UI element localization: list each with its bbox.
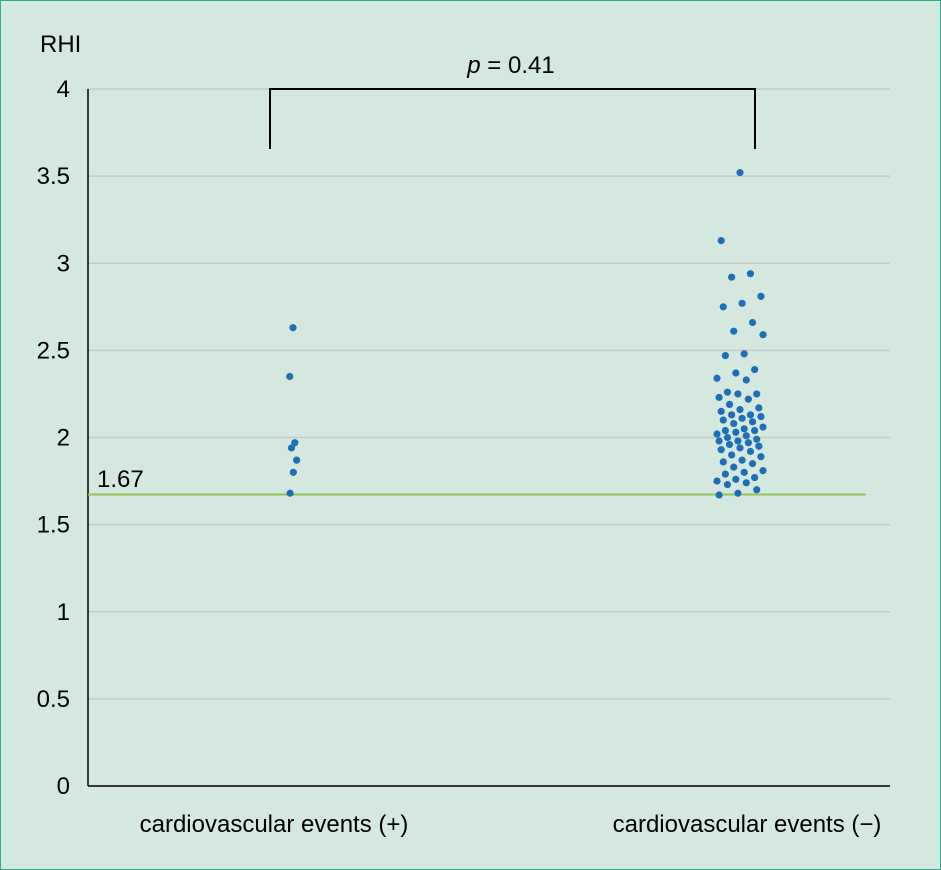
data-point xyxy=(738,299,746,307)
data-point xyxy=(713,430,721,438)
y-axis-label: RHI xyxy=(40,31,81,58)
data-point xyxy=(757,453,765,461)
data-point xyxy=(742,376,750,384)
data-point xyxy=(746,447,755,456)
data-point xyxy=(286,489,294,497)
data-point xyxy=(738,456,746,464)
data-point xyxy=(728,411,736,419)
data-point xyxy=(751,426,759,435)
data-point xyxy=(748,318,757,327)
data-point xyxy=(759,331,767,339)
data-point xyxy=(734,437,742,445)
data-point xyxy=(759,423,767,431)
data-point xyxy=(753,435,761,443)
data-point xyxy=(746,411,755,419)
data-point xyxy=(713,374,721,382)
data-point xyxy=(713,477,721,485)
data-point xyxy=(730,327,738,335)
data-point xyxy=(721,352,729,360)
data-point xyxy=(744,439,752,447)
y-tick-label: 3 xyxy=(57,250,70,277)
data-point xyxy=(748,418,757,426)
data-point xyxy=(291,439,299,447)
p-value-annotation: p = 0.41 xyxy=(466,52,554,79)
data-point xyxy=(725,400,734,408)
data-point xyxy=(742,432,750,440)
data-point xyxy=(287,444,296,452)
data-point xyxy=(717,446,725,454)
data-point xyxy=(759,467,767,475)
y-tick-label: 1.5 xyxy=(37,512,70,539)
y-tick-label: 4 xyxy=(57,76,70,103)
data-point xyxy=(723,433,732,442)
gridlines xyxy=(88,88,890,700)
data-point xyxy=(717,236,725,245)
y-tick-label: 0 xyxy=(57,773,70,800)
y-tick-label: 1 xyxy=(57,599,70,626)
y-tick-label: 2 xyxy=(57,425,70,452)
data-point xyxy=(721,470,729,478)
data-point xyxy=(719,303,727,311)
data-point xyxy=(730,463,738,471)
p-value-text: = 0.41 xyxy=(481,52,555,79)
data-point xyxy=(736,444,744,452)
data-point xyxy=(293,456,301,464)
data-point xyxy=(757,412,765,421)
data-point xyxy=(289,324,297,332)
data-point xyxy=(753,486,761,494)
data-point xyxy=(740,425,748,433)
data-point xyxy=(728,451,736,459)
data-point xyxy=(740,468,748,476)
significance-bracket xyxy=(269,88,756,149)
data-point xyxy=(717,407,725,415)
data-point xyxy=(755,404,763,412)
data-points xyxy=(286,169,767,499)
data-point xyxy=(738,414,746,422)
p-symbol: p xyxy=(466,52,480,79)
data-point xyxy=(740,350,748,358)
data-point xyxy=(753,390,761,398)
data-point xyxy=(734,489,742,497)
data-point xyxy=(725,440,734,449)
data-point xyxy=(744,395,752,403)
data-point xyxy=(286,372,294,381)
data-point xyxy=(723,480,732,489)
threshold-label: 1.67 xyxy=(97,466,144,493)
data-point xyxy=(721,426,729,435)
y-tick-labels: 0 0.5 1 1.5 2 2.5 3 3.5 4 xyxy=(37,76,70,800)
data-point xyxy=(732,475,740,483)
data-point xyxy=(757,292,765,300)
data-point xyxy=(719,458,727,466)
data-point xyxy=(746,270,755,278)
data-point xyxy=(715,437,723,445)
category-label-positive: cardiovascular events (+) xyxy=(140,811,409,838)
data-point xyxy=(742,479,750,487)
data-point xyxy=(751,473,759,482)
data-point xyxy=(736,169,744,177)
data-point xyxy=(723,388,732,396)
data-point xyxy=(748,460,757,468)
data-point xyxy=(289,468,297,476)
data-point xyxy=(730,419,738,428)
y-tick-label: 3.5 xyxy=(37,163,70,190)
y-tick-label: 0.5 xyxy=(37,686,70,713)
data-point xyxy=(732,428,740,436)
data-point xyxy=(719,416,727,424)
y-tick-label: 2.5 xyxy=(37,337,70,364)
data-point xyxy=(736,406,744,414)
data-point xyxy=(734,390,742,398)
data-point xyxy=(715,491,723,499)
data-point xyxy=(728,273,736,281)
category-label-negative: cardiovascular events (−) xyxy=(613,811,882,838)
data-point xyxy=(715,393,723,402)
data-point xyxy=(751,365,759,374)
data-point xyxy=(755,442,763,450)
data-point xyxy=(732,369,740,377)
